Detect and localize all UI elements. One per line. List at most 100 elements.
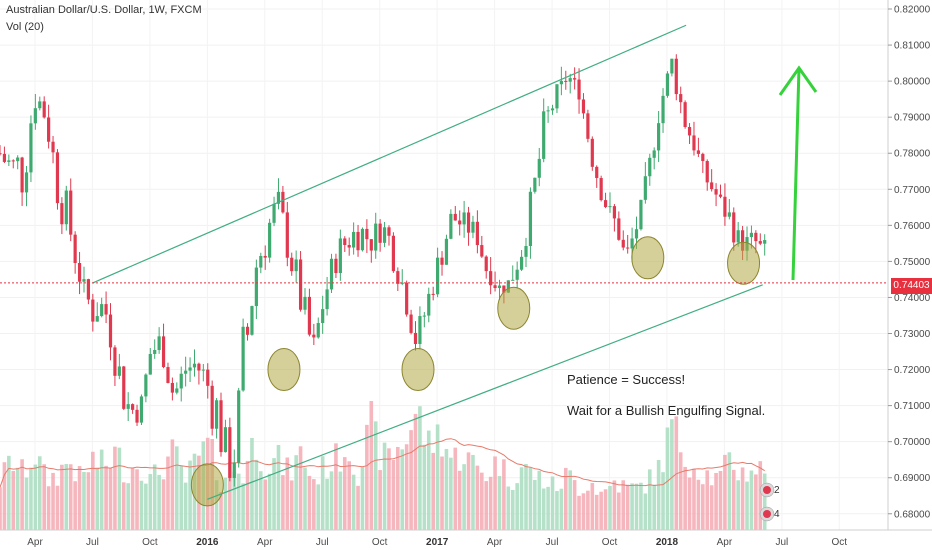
volume-bar — [179, 465, 184, 530]
highlight-ellipse[interactable] — [190, 463, 224, 507]
candle-body — [405, 282, 409, 315]
y-tick-label: 0.81000 — [894, 41, 931, 52]
volume-bar — [431, 452, 435, 530]
candle-body — [7, 160, 11, 162]
candle-body — [356, 231, 360, 251]
volume-bar — [409, 430, 413, 530]
volume-bar — [382, 442, 387, 530]
highlight-ellipse[interactable] — [401, 348, 435, 392]
volume-bar — [11, 471, 16, 530]
volume-bar — [325, 478, 329, 530]
volume-bar — [289, 480, 294, 530]
volume-bar — [471, 454, 475, 530]
volume-bar — [568, 470, 573, 530]
volume-bar — [701, 484, 705, 530]
volume-bars — [0, 401, 767, 530]
volume-bar — [608, 485, 612, 530]
highlight-ellipse[interactable] — [497, 286, 531, 330]
candle-body — [444, 238, 449, 265]
volume-bar — [577, 495, 581, 530]
volume-bar — [723, 454, 727, 530]
y-tick-label: 0.69000 — [894, 473, 931, 484]
channel-lower-line[interactable] — [207, 284, 763, 500]
candle-body — [608, 206, 612, 208]
candle-body — [679, 94, 683, 103]
candle-body — [471, 221, 475, 233]
candle-body — [519, 256, 524, 270]
volume-bar — [731, 469, 736, 530]
volume-bar — [307, 475, 312, 530]
volume-bar — [183, 482, 188, 530]
candle-body — [33, 108, 37, 124]
volume-bar — [745, 481, 749, 530]
volume-bar — [267, 473, 272, 530]
volume-bar — [37, 456, 42, 530]
candle-body — [259, 255, 263, 268]
highlight-ellipse[interactable] — [267, 348, 301, 392]
candle-body — [546, 110, 550, 112]
candle-body — [254, 267, 258, 307]
volume-bar — [391, 460, 396, 530]
volume-bar — [400, 449, 405, 530]
volume-bar — [77, 466, 82, 530]
candle-body — [515, 269, 519, 280]
volume-bar — [232, 471, 237, 530]
candle-body — [524, 246, 528, 257]
volume-bar — [714, 472, 718, 530]
up-arrow[interactable] — [778, 65, 818, 281]
price-axis[interactable]: 0.82000 0.81000 0.80000 0.79000 0.78000 0.770… — [887, 0, 931, 530]
volume-bar — [617, 492, 621, 530]
volume-bar — [586, 490, 590, 530]
candle-body — [241, 326, 245, 391]
volume-bar — [303, 467, 307, 530]
volume-bar — [404, 444, 409, 530]
volume-bar — [95, 467, 100, 530]
volume-bar — [506, 486, 511, 530]
volume-bar — [0, 487, 2, 530]
time-axis[interactable]: Apr Jul Oct 2016 Apr Jul Oct 2017 Apr Jul Oct 2018 A… — [0, 529, 932, 548]
volume-bar — [117, 447, 122, 530]
candle-body — [612, 206, 617, 219]
candle-body — [219, 400, 223, 453]
volume-bar — [250, 437, 254, 530]
candle-body — [683, 102, 687, 127]
volume-bar — [166, 456, 170, 530]
volume-bar — [175, 446, 179, 530]
y-tick-label: 0.70000 — [894, 437, 931, 448]
candle-body — [714, 189, 718, 195]
candle-body — [20, 157, 24, 193]
highlight-ellipse[interactable] — [631, 236, 665, 280]
candle-body — [418, 316, 422, 345]
candle-body — [272, 203, 276, 223]
candle-body — [290, 257, 294, 272]
volume-bar — [639, 482, 643, 530]
volume-bar — [754, 474, 758, 530]
candle-body — [555, 84, 559, 109]
channel-upper-line[interactable] — [92, 24, 687, 284]
candle-body — [64, 190, 68, 225]
volume-bar — [435, 424, 440, 530]
candle-body — [0, 153, 2, 155]
candle-body — [250, 306, 254, 335]
candle-body — [617, 218, 621, 240]
volume-bar — [272, 458, 276, 530]
volume-bar — [449, 457, 453, 530]
event-icons[interactable]: 2 4 — [759, 482, 780, 522]
volume-bar — [108, 467, 113, 530]
candle-body — [122, 366, 126, 409]
volume-indicator-label: Vol (20) — [6, 21, 44, 33]
candle-body — [343, 238, 347, 246]
candle-body — [360, 228, 365, 251]
volume-bar — [484, 481, 489, 530]
candle-body — [537, 158, 541, 178]
candle-body — [462, 212, 466, 225]
volume-bar — [144, 483, 148, 530]
y-tick-label: 0.68000 — [894, 509, 931, 520]
candle-body — [626, 247, 630, 249]
volume-bar — [488, 476, 493, 530]
highlight-ellipse[interactable] — [727, 241, 761, 285]
volume-bar — [736, 480, 740, 530]
candle-body — [497, 285, 502, 289]
volume-bar — [82, 471, 86, 530]
